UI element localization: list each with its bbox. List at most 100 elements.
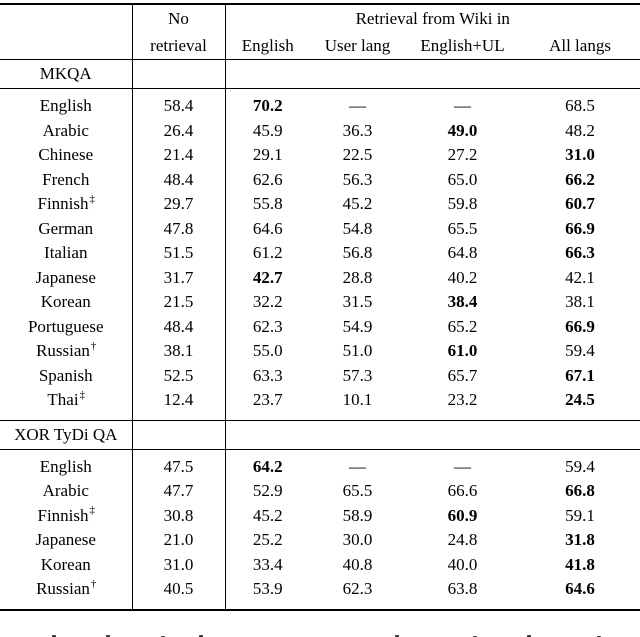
language-label: Russian† — [36, 339, 97, 361]
value-cell: 42.1 — [565, 267, 595, 287]
section-empty-cell — [224, 420, 310, 449]
no-retrieval-header-line1: No — [131, 4, 225, 32]
value-cell: 65.5 — [447, 218, 478, 238]
table-row: Finnish‡ 29.7 55.8 45.2 59.8 60.7 — [0, 192, 640, 217]
value-cell: 48.4 — [131, 314, 225, 339]
value-cell: 28.8 — [342, 267, 373, 287]
value-cell: 67.1 — [565, 365, 595, 385]
value-cell: — — [349, 456, 366, 476]
language-label: Russian† — [36, 577, 97, 599]
value-cell: 64.2 — [224, 449, 310, 479]
table-row: Korean 21.5 32.2 31.5 38.4 38.1 — [0, 290, 640, 315]
value-cell: 12.4 — [131, 388, 225, 420]
value-cell: 66.6 — [447, 481, 478, 501]
value-cell: 38.1 — [565, 292, 595, 312]
value-cell: — — [349, 96, 366, 116]
header-row-2: retrieval English User lang English+UL A… — [0, 32, 640, 60]
value-cell: 26.4 — [131, 118, 225, 143]
paper-table-page: No Retrieval from Wiki in retrieval Engl… — [0, 3, 640, 637]
value-cell: 31.0 — [565, 145, 595, 165]
value-cell: 65.0 — [447, 169, 478, 189]
value-cell: 38.4 — [447, 292, 478, 312]
value-cell: 58.4 — [131, 88, 225, 119]
value-cell: 64.8 — [447, 243, 478, 263]
language-label: Arabic — [42, 120, 89, 140]
value-cell: 47.8 — [131, 216, 225, 241]
value-cell: 53.9 — [224, 577, 310, 610]
results-table: No Retrieval from Wiki in retrieval Engl… — [0, 3, 640, 611]
value-cell: 59.8 — [447, 194, 478, 214]
language-label: Arabic — [42, 481, 89, 501]
section-data: English 47.5 64.2 — — 59.4 Arabic 47.7 52.9 65.5 6… — [0, 449, 640, 610]
value-cell: 55.8 — [224, 192, 310, 217]
value-cell: 23.2 — [447, 390, 478, 410]
table-row: Portuguese 48.4 62.3 54.9 65.2 66.9 — [0, 314, 640, 339]
language-label: French — [42, 169, 90, 189]
section-empty-cell — [520, 420, 640, 449]
value-cell: 66.9 — [565, 316, 595, 336]
footnote-marker: ‡ — [79, 388, 86, 401]
value-cell: 49.0 — [447, 120, 478, 140]
table-row: Arabic 26.4 45.9 36.3 49.0 48.2 — [0, 118, 640, 143]
value-cell: 21.0 — [131, 528, 225, 553]
table-row: Italian 51.5 61.2 56.8 64.8 66.3 — [0, 241, 640, 266]
value-cell: 66.3 — [565, 243, 595, 263]
table-row: Arabic 47.7 52.9 65.5 66.6 66.8 — [0, 479, 640, 504]
footnote-marker: † — [90, 577, 97, 590]
language-label: Finnish‡ — [37, 504, 96, 525]
cropped-caption-fragment — [0, 632, 640, 637]
value-cell: 30.0 — [342, 530, 373, 550]
value-cell: 63.3 — [224, 363, 310, 388]
value-cell: 47.5 — [131, 449, 225, 479]
value-cell: 66.8 — [565, 481, 595, 501]
value-cell: 56.3 — [342, 169, 373, 189]
value-cell: 66.9 — [565, 218, 595, 238]
section-empty-cell — [405, 60, 520, 89]
language-label: Korean — [40, 554, 91, 574]
value-cell: 32.2 — [224, 290, 310, 315]
language-label: Chinese — [38, 145, 94, 165]
value-cell: 24.5 — [565, 390, 595, 410]
section-header-row: MKQA — [0, 59, 640, 89]
table-row: Russian† 40.5 53.9 62.3 63.8 64.6 — [0, 577, 640, 610]
value-cell: 25.2 — [224, 528, 310, 553]
value-cell: 59.4 — [565, 456, 595, 476]
value-cell: 23.7 — [224, 388, 310, 420]
value-cell: 40.8 — [342, 554, 373, 574]
footnote-marker: ‡ — [89, 504, 96, 517]
language-label: English — [39, 96, 92, 116]
section-empty-cell — [224, 59, 310, 89]
language-label: Portuguese — [27, 316, 104, 336]
value-cell: 45.2 — [224, 503, 310, 528]
table-row: Japanese 31.7 42.7 28.8 40.2 42.1 — [0, 265, 640, 290]
language-label: Japanese — [35, 267, 96, 287]
table-row: French 48.4 62.6 56.3 65.0 66.2 — [0, 167, 640, 192]
value-cell: 68.5 — [565, 96, 595, 116]
value-cell: 65.2 — [447, 316, 478, 336]
value-cell: 27.2 — [447, 145, 478, 165]
section-empty-cell — [520, 60, 640, 89]
value-cell: 62.3 — [342, 579, 373, 599]
value-cell: 60.7 — [565, 194, 595, 214]
value-cell: 65.7 — [447, 365, 478, 385]
section-empty-cell — [131, 420, 225, 449]
section-header-row: XOR TyDi QA — [0, 420, 640, 449]
value-cell: 47.7 — [131, 479, 225, 504]
value-cell: 57.3 — [342, 365, 373, 385]
value-cell: 31.8 — [565, 530, 595, 550]
table-row: Spanish 52.5 63.3 57.3 65.7 67.1 — [0, 363, 640, 388]
value-cell: 31.0 — [131, 552, 225, 577]
value-cell: 62.3 — [224, 314, 310, 339]
col-header-english-ul: English+UL — [420, 35, 505, 55]
value-cell: 51.5 — [131, 241, 225, 266]
language-label: Korean — [40, 292, 91, 312]
language-label: English — [39, 456, 92, 476]
corner-cell — [0, 32, 132, 60]
col-header-english: English — [224, 32, 310, 60]
section-header: XOR TyDi QA — [0, 420, 640, 449]
value-cell: 40.2 — [447, 267, 478, 287]
language-label: Thai‡ — [47, 388, 86, 410]
table-header: No Retrieval from Wiki in retrieval Engl… — [0, 4, 640, 60]
corner-cell — [0, 4, 132, 32]
value-cell: 45.9 — [224, 118, 310, 143]
